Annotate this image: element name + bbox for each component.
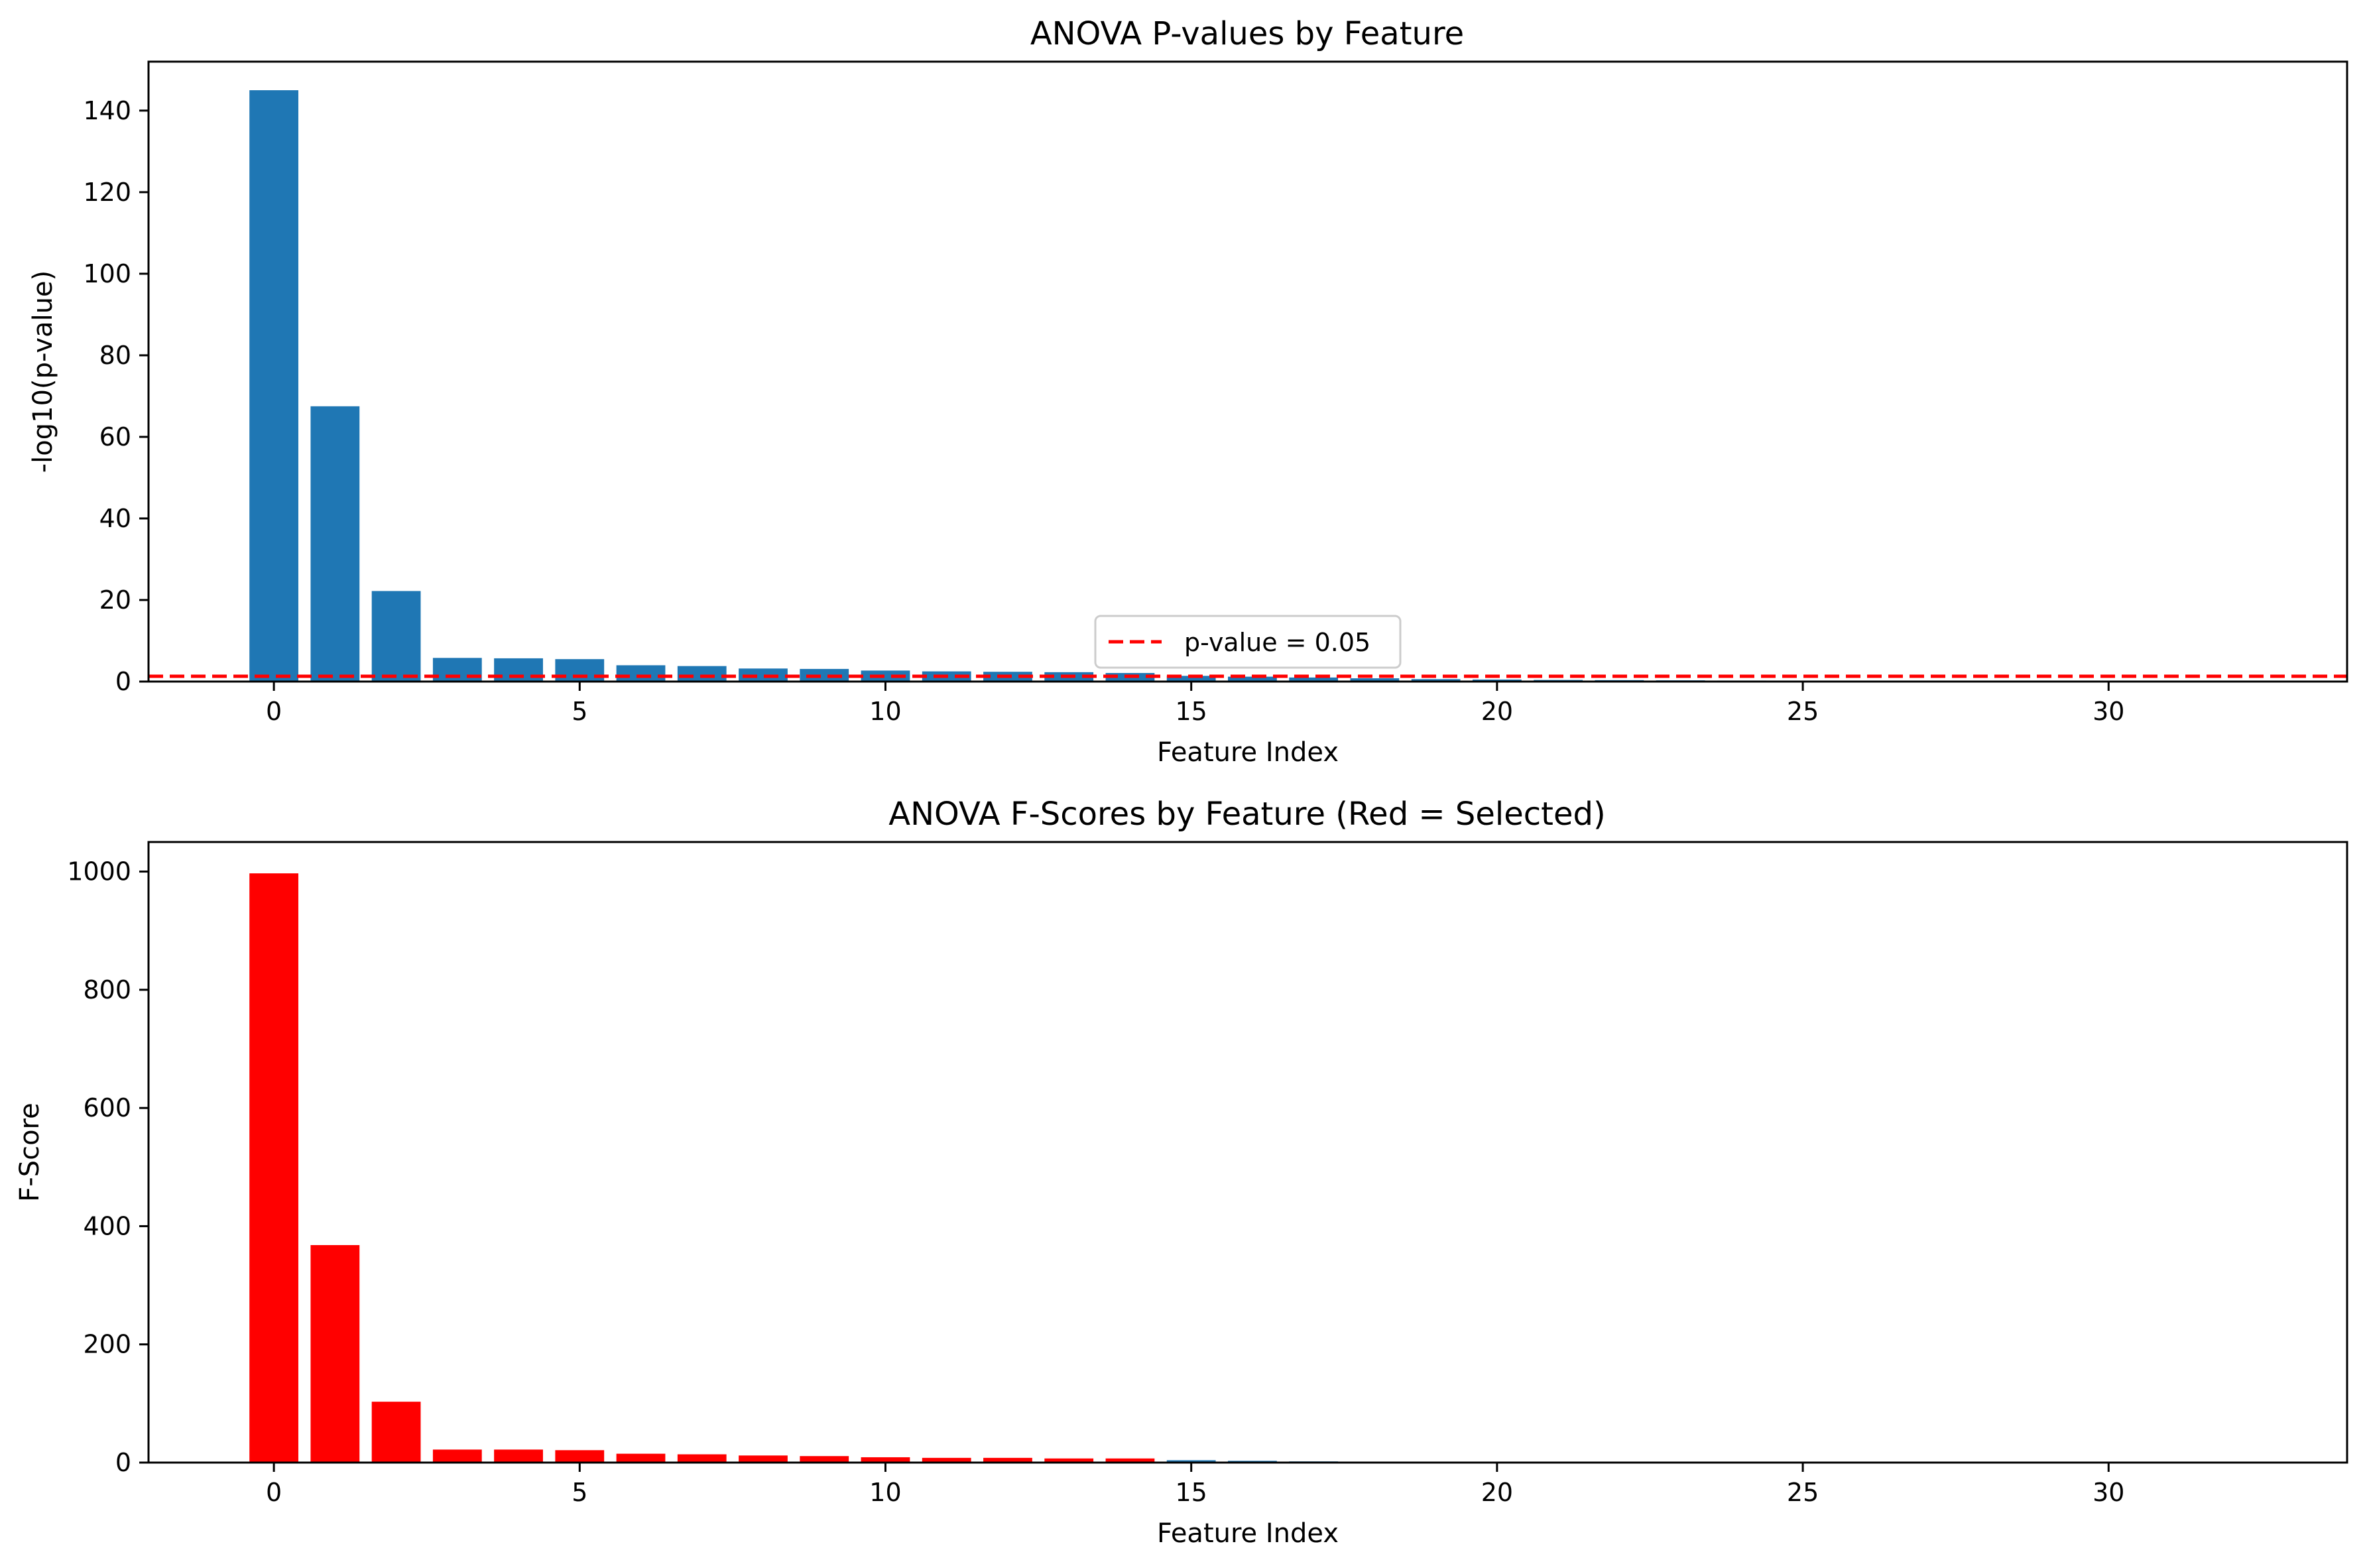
y-tick-label: 20 <box>99 585 131 615</box>
bar <box>677 1454 727 1463</box>
bar <box>310 406 360 682</box>
x-tick-label: 0 <box>266 697 282 726</box>
legend-box <box>1094 615 1402 669</box>
bar <box>432 658 482 682</box>
x-tick-label: 5 <box>572 1478 587 1507</box>
y-axis-label: -log10(p-value) <box>28 271 58 473</box>
bar <box>616 665 666 682</box>
bar <box>861 670 910 682</box>
bar <box>1044 1458 1094 1463</box>
chart-title: ANOVA F-Scores by Feature (Red = Selecte… <box>888 796 1605 833</box>
bar <box>371 1402 421 1463</box>
y-tick-label: 140 <box>83 96 131 125</box>
x-tick-label: 30 <box>2093 1478 2124 1507</box>
y-tick-label: 200 <box>83 1330 131 1359</box>
x-tick-label: 10 <box>869 697 901 726</box>
y-ticks: 0 20 40 60 80 100 120 140 <box>83 96 149 696</box>
y-axis-label: F-Score <box>15 1103 45 1201</box>
bar <box>800 1456 849 1463</box>
legend-label: p-value = 0.05 <box>1184 628 1370 657</box>
bar <box>1350 678 1400 682</box>
y-tick-label: 120 <box>83 178 131 207</box>
pvalue-chart: ANOVA P-values by Feature 0 5 10 15 20 25 30 0… <box>28 15 2348 768</box>
x-tick-label: 15 <box>1175 697 1207 726</box>
x-tick-label: 0 <box>266 1478 282 1507</box>
x-tick-label: 25 <box>1787 1478 1819 1507</box>
y-tick-label: 0 <box>115 667 131 696</box>
bar <box>310 1244 360 1463</box>
bar <box>922 1457 971 1463</box>
y-tick-label: 0 <box>115 1448 131 1477</box>
x-ticks: 0 5 10 15 20 25 30 <box>266 682 2124 726</box>
y-tick-label: 60 <box>99 422 131 452</box>
bar <box>1472 679 1522 682</box>
x-tick-label: 15 <box>1175 1478 1207 1507</box>
y-tick-label: 40 <box>99 504 131 533</box>
bar <box>494 1449 543 1463</box>
legend: p-value = 0.05 <box>1094 615 1402 669</box>
bar <box>616 1453 666 1463</box>
bars-group <box>249 873 2256 1463</box>
fscore-chart: ANOVA F-Scores by Feature (Red = Selecte… <box>15 796 2348 1549</box>
x-ticks: 0 5 10 15 20 25 30 <box>266 1463 2124 1507</box>
chart-title: ANOVA P-values by Feature <box>1030 15 1464 52</box>
bar <box>432 1449 482 1463</box>
bar <box>555 1450 605 1463</box>
y-tick-label: 600 <box>83 1093 131 1122</box>
y-tick-label: 100 <box>83 259 131 288</box>
bar <box>1105 1458 1155 1463</box>
axes-frame <box>147 60 2348 683</box>
x-tick-label: 5 <box>572 697 587 726</box>
y-tick-label: 800 <box>83 975 131 1004</box>
bar <box>739 668 788 682</box>
bar <box>800 668 849 682</box>
y-tick-label: 400 <box>83 1211 131 1240</box>
bar <box>1166 676 1216 682</box>
axes-frame <box>147 841 2348 1464</box>
y-tick-label: 1000 <box>67 857 131 886</box>
bar <box>861 1457 910 1463</box>
bar <box>249 90 298 682</box>
bar <box>371 591 421 682</box>
x-tick-label: 30 <box>2093 697 2124 726</box>
x-axis-label: Feature Index <box>1157 737 1339 768</box>
bar <box>494 658 543 682</box>
x-tick-label: 10 <box>869 1478 901 1507</box>
bar <box>1228 676 1277 682</box>
bar <box>1166 1460 1216 1463</box>
x-tick-label: 20 <box>1481 697 1513 726</box>
y-ticks: 0 200 400 600 800 1000 <box>67 857 149 1477</box>
bar <box>739 1455 788 1463</box>
bar <box>249 873 298 1463</box>
bar <box>1289 677 1339 682</box>
bar <box>1411 679 1461 682</box>
x-tick-label: 20 <box>1481 1478 1513 1507</box>
bar <box>555 659 605 682</box>
x-tick-label: 25 <box>1787 697 1819 726</box>
bar <box>677 666 727 682</box>
y-tick-label: 80 <box>99 341 131 370</box>
bar <box>983 1457 1032 1463</box>
x-axis-label: Feature Index <box>1157 1518 1339 1549</box>
